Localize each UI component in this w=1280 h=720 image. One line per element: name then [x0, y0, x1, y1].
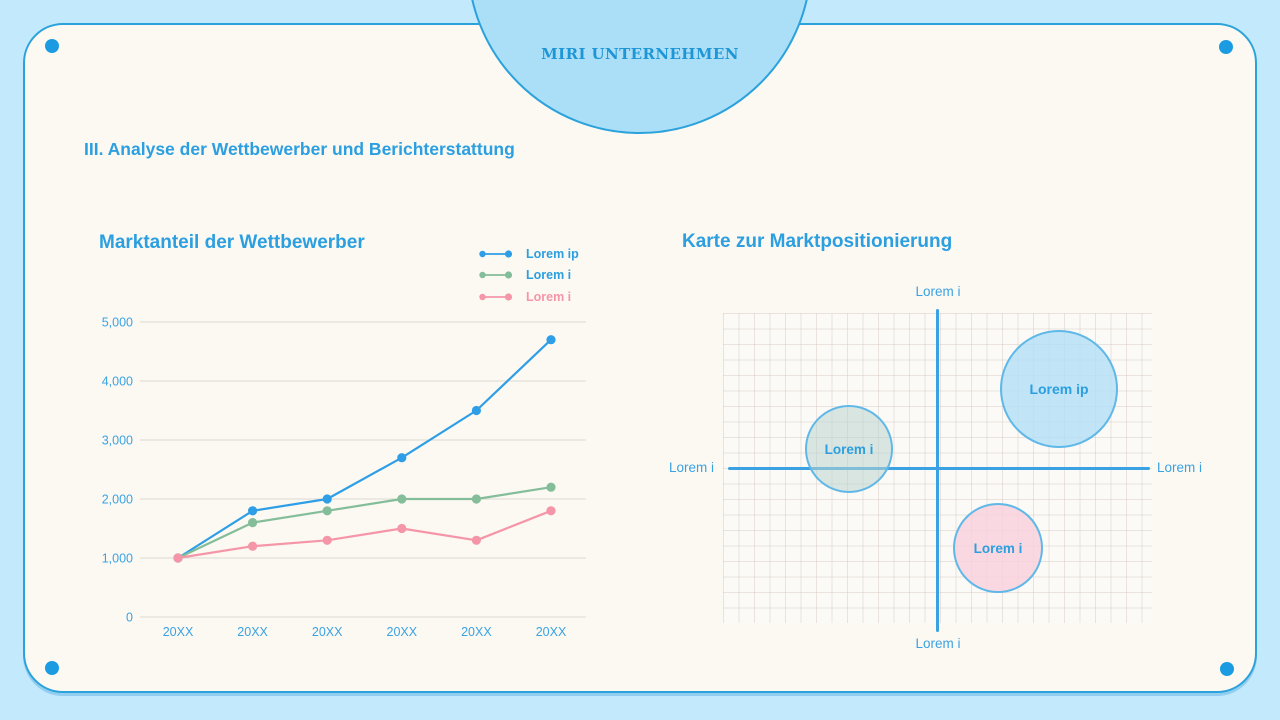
data-point — [248, 541, 258, 551]
y-tick-label: 5,000 — [102, 316, 133, 330]
data-point — [397, 494, 407, 504]
series-line — [176, 338, 553, 560]
line-chart-legend: Lorem ip Lorem i Lorem i — [478, 243, 579, 308]
x-tick-label: 20XX — [536, 625, 567, 639]
legend-label: Lorem i — [526, 289, 572, 304]
line-chart-title: Marktanteil der Wettbewerber — [99, 232, 365, 253]
y-tick-label: 2,000 — [102, 493, 133, 507]
legend-label: Lorem ip — [526, 246, 579, 261]
line-chart: 0 1,000 2,000 3,000 4,000 5,000 20XX 20XX 20XX 20… — [102, 316, 586, 639]
legend-label: Lorem i — [526, 268, 572, 283]
x-tick-label: 20XX — [237, 625, 268, 639]
data-point — [397, 453, 407, 463]
map-bubble-bottom-right: Lorem i — [953, 503, 1043, 593]
map-horizontal-axis — [728, 467, 1150, 470]
corner-dot-bottom-right — [1220, 662, 1234, 676]
data-point — [248, 506, 258, 516]
map-bubble-label: Lorem ip — [1029, 381, 1089, 397]
series-line — [176, 509, 553, 560]
data-point — [248, 518, 258, 528]
brand-title: MIRI UNTERNEHMEN — [541, 45, 739, 63]
slide-heading: III. Analyse der Wettbewerber und Berich… — [84, 139, 515, 159]
map-label-right: Lorem i — [1157, 460, 1203, 475]
legend-item: Lorem i — [478, 286, 579, 308]
legend-marker-icon — [479, 271, 513, 279]
data-point — [322, 494, 332, 504]
y-tick-label: 3,000 — [102, 434, 133, 448]
data-point — [322, 535, 332, 545]
corner-dot-top-right — [1219, 40, 1233, 54]
map-label-left: Lorem i — [668, 460, 714, 475]
map-vertical-axis — [936, 309, 939, 632]
x-tick-label: 20XX — [312, 625, 343, 639]
legend-item: Lorem i — [478, 265, 579, 287]
corner-dot-top-left — [45, 39, 59, 53]
x-tick-label: 20XX — [163, 625, 194, 639]
legend-marker-icon — [479, 293, 513, 301]
data-point — [546, 482, 556, 492]
data-point — [471, 535, 481, 545]
y-tick-label: 0 — [126, 611, 133, 625]
map-bubble-label: Lorem i — [973, 540, 1023, 556]
data-point — [471, 405, 481, 416]
map-label-bottom: Lorem i — [915, 636, 961, 651]
data-point — [173, 553, 183, 563]
y-tick-label: 4,000 — [102, 375, 133, 389]
map-bubble-label: Lorem i — [824, 441, 874, 457]
data-point — [546, 506, 556, 516]
legend-item: Lorem ip — [478, 243, 579, 265]
series-line — [176, 486, 553, 560]
legend-marker-icon — [479, 250, 513, 258]
corner-dot-bottom-left — [45, 661, 59, 675]
map-bubble-left-center: Lorem i — [805, 405, 893, 493]
data-point — [546, 335, 556, 345]
y-tick-label: 1,000 — [102, 552, 133, 566]
data-point — [471, 494, 481, 504]
map-title: Karte zur Marktpositionierung — [682, 231, 953, 252]
data-point — [322, 506, 332, 516]
x-tick-label: 20XX — [461, 625, 492, 639]
data-point — [397, 523, 407, 534]
map-label-top: Lorem i — [915, 284, 961, 299]
x-tick-label: 20XX — [387, 625, 418, 639]
map-bubble-top-right: Lorem ip — [1000, 330, 1118, 448]
